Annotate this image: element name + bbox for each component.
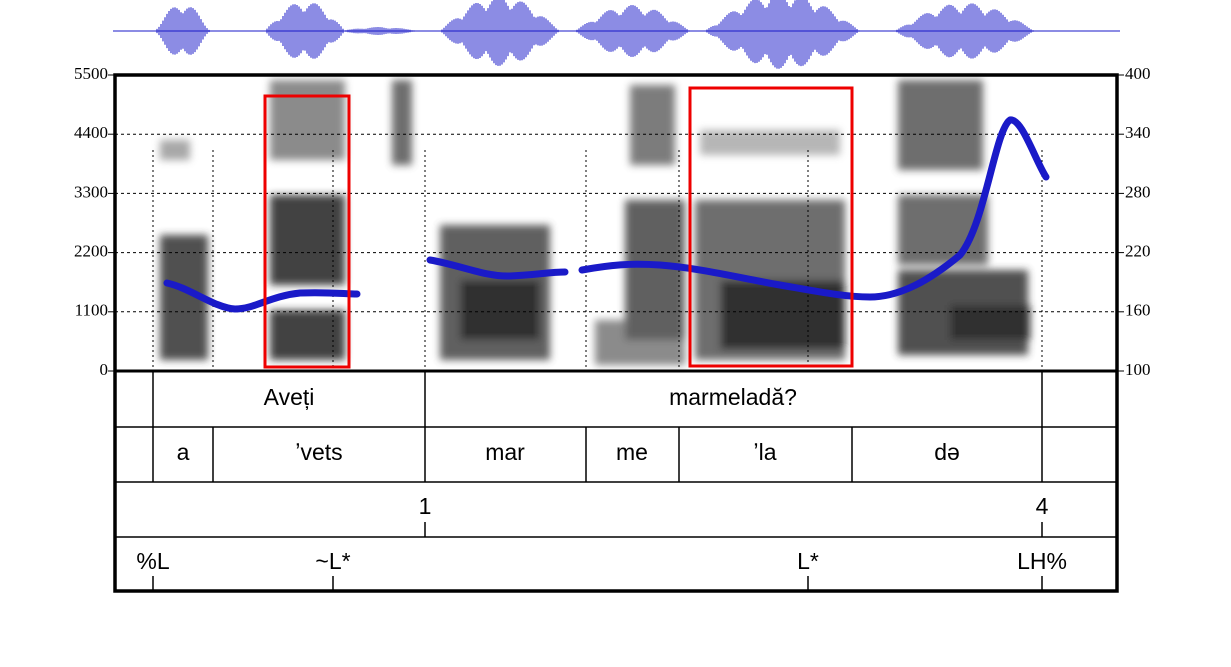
right-tick-label: 340 xyxy=(1125,123,1151,142)
tone: L* xyxy=(797,548,819,574)
break-index: 1 xyxy=(419,493,432,519)
syllable: mar xyxy=(485,439,525,465)
right-tick-label: 400 xyxy=(1125,64,1151,83)
left-tick-label: 5500 xyxy=(74,64,108,83)
left-tick-label: 1100 xyxy=(75,301,108,320)
tier-lines xyxy=(113,73,1119,593)
right-tick-label: 160 xyxy=(1125,301,1151,320)
segment-lines xyxy=(152,150,1043,371)
tone: LH% xyxy=(1017,548,1067,574)
left-tick-label: 3300 xyxy=(74,182,108,201)
syllable: me xyxy=(616,439,648,465)
left-tick-label: 0 xyxy=(100,360,109,379)
syllable: ʼla xyxy=(753,439,776,465)
pitch-track xyxy=(163,116,1050,313)
tone: ~L* xyxy=(315,548,350,574)
left-tick-label: 2200 xyxy=(74,242,108,261)
highlight-boxes xyxy=(263,86,854,369)
break-index: 4 xyxy=(1036,493,1049,519)
spectrogram xyxy=(160,80,1030,365)
syllable: a xyxy=(177,439,190,465)
tone: %L xyxy=(136,548,169,574)
left-tick-label: 4400 xyxy=(74,123,108,142)
waveform-trace xyxy=(113,0,1120,69)
syllable: ʼvets xyxy=(295,439,342,465)
word: Aveți xyxy=(264,384,315,410)
right-tick-label: 100 xyxy=(1125,360,1151,379)
word: marmeladă? xyxy=(669,384,797,410)
right-tick-label: 280 xyxy=(1125,182,1151,201)
syllable: də xyxy=(934,439,960,465)
waveform xyxy=(113,0,1120,69)
right-tick-label: 220 xyxy=(1125,242,1151,261)
